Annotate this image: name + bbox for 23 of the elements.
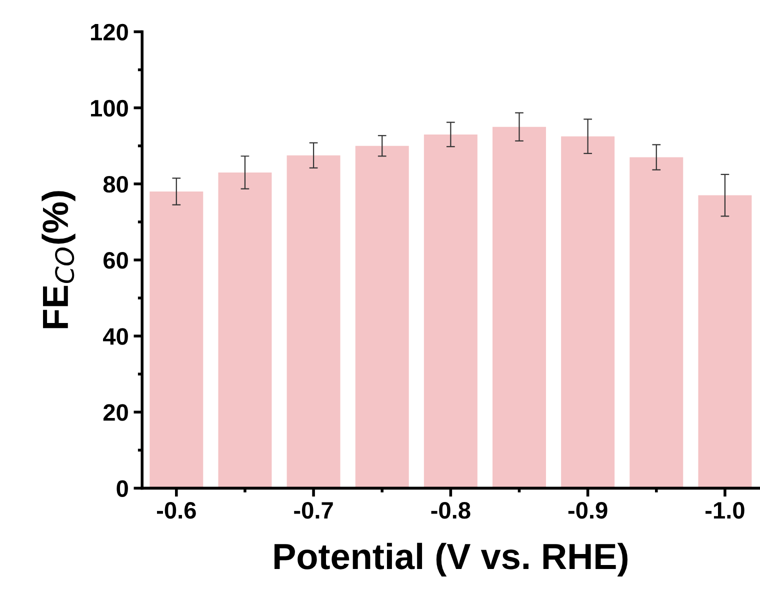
y-axis-title: FE$_{CO}$(%) bbox=[42, 191, 76, 328]
x-tick-label: -0.8 bbox=[431, 502, 470, 519]
bar bbox=[286, 155, 340, 488]
bar bbox=[218, 172, 272, 488]
x-tick-label: -0.7 bbox=[294, 502, 333, 519]
bar bbox=[492, 126, 546, 488]
x-tick-label: -1.0 bbox=[706, 502, 744, 519]
bar bbox=[630, 157, 684, 488]
y-tick-label: 120 bbox=[91, 24, 128, 41]
y-tick-label: 40 bbox=[103, 328, 128, 345]
bar bbox=[355, 146, 409, 488]
y-tick-label: 100 bbox=[91, 100, 128, 117]
y-tick-label: 80 bbox=[103, 176, 128, 193]
bar bbox=[698, 195, 752, 488]
bar bbox=[424, 134, 478, 488]
bar bbox=[150, 192, 204, 488]
y-tick-label: 0 bbox=[116, 480, 128, 497]
x-tick-label: -0.9 bbox=[568, 502, 608, 519]
y-tick-label: 20 bbox=[103, 404, 128, 421]
bar bbox=[561, 136, 615, 488]
x-axis-title: Potential (V vs. RHE) bbox=[274, 542, 628, 576]
y-tick-label: 60 bbox=[104, 252, 128, 269]
x-tick-label: -0.6 bbox=[156, 502, 196, 519]
